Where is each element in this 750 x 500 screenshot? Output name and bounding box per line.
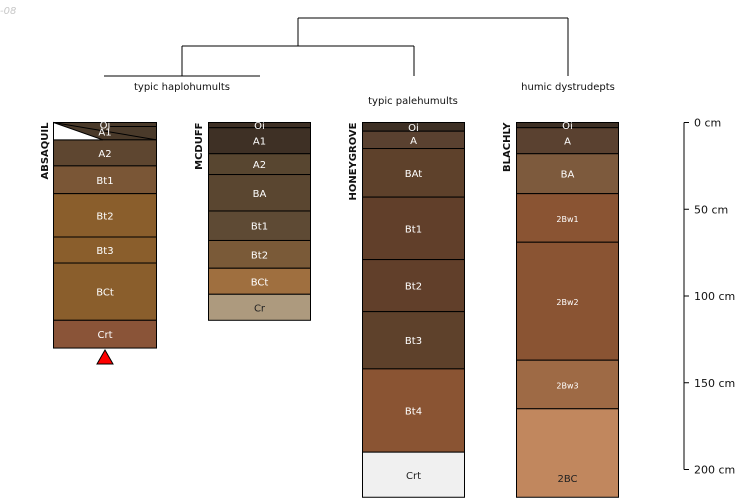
horizon-bt1 xyxy=(53,165,157,195)
horizon-label: Bt2 xyxy=(251,250,268,261)
profile-name: HONEYGROVE xyxy=(348,122,359,200)
horizon-bt2 xyxy=(53,193,157,238)
horizon-ba xyxy=(516,153,619,195)
horizon-label: Bt4 xyxy=(405,407,422,418)
horizon-label: 2Bw1 xyxy=(556,215,578,224)
horizon-label: Oi xyxy=(408,123,419,134)
horizon-2bw2 xyxy=(516,241,619,361)
profile-mcduff: MCDUFF Oi A1 A2 BA Bt1 Bt2 BCt Cr xyxy=(194,121,311,321)
profile-name: BLACHLY xyxy=(502,122,513,172)
taxonomy-group-label: humic dystrudepts xyxy=(521,82,615,93)
horizon-a2 xyxy=(53,139,157,167)
horizon-label: BCt xyxy=(251,277,269,288)
horizon-label: Bt1 xyxy=(405,224,422,235)
axis-tick-label: 200 cm xyxy=(694,464,735,477)
horizon-label: BA xyxy=(561,170,575,181)
profile-honeygrove: HONEYGROVE Oi A BAt Bt1 Bt2 Bt3 Bt4 Crt xyxy=(348,122,465,498)
horizon-2bw3 xyxy=(516,359,619,410)
bottom-marker-triangle xyxy=(96,349,114,365)
figure-id-label: -08 xyxy=(0,6,17,17)
horizon-bt3 xyxy=(362,311,465,370)
horizon-bct xyxy=(208,267,311,295)
horizon-crt xyxy=(362,451,465,498)
horizon-wedge xyxy=(53,121,104,141)
horizon-bat xyxy=(362,148,465,198)
axis-tick-label: 100 cm xyxy=(694,290,735,303)
horizon-bt1 xyxy=(208,210,311,241)
horizon-crt xyxy=(53,319,157,349)
horizon-cr xyxy=(208,293,311,321)
horizon-label: Bt1 xyxy=(96,176,113,187)
taxonomy-group-label: typic palehumults xyxy=(368,96,458,107)
horizon-ba xyxy=(208,174,311,212)
horizon-label: Cr xyxy=(254,303,266,314)
horizon-label: A xyxy=(410,136,417,147)
horizon-label: A2 xyxy=(253,160,266,171)
dendrogram: typic haplohumults typic palehumults humic… xyxy=(104,17,615,107)
horizon-bt1 xyxy=(362,196,465,261)
horizon-label: BCt xyxy=(96,288,114,299)
horizon-label: Oi xyxy=(254,121,265,132)
axis-tick-label: 0 cm xyxy=(694,117,721,130)
horizon-2bc xyxy=(516,408,619,498)
horizon-bt4 xyxy=(362,368,465,453)
horizon-2bw1 xyxy=(516,193,619,243)
horizon-label: A xyxy=(564,137,571,148)
horizon-label: Oi xyxy=(100,121,111,132)
horizon-bct xyxy=(53,262,157,321)
profile-blachly: BLACHLY Oi A BA 2Bw1 2Bw2 2Bw3 2BC xyxy=(502,121,619,498)
taxonomy-group-label: typic haplohumults xyxy=(134,82,230,93)
horizon-label: Bt2 xyxy=(405,282,422,293)
horizon-label: Crt xyxy=(97,330,112,341)
depth-axis: 0 cm 50 cm 100 cm 150 cm 200 cm xyxy=(683,117,735,477)
horizon-label: Oi xyxy=(562,121,573,132)
horizon-label: Bt3 xyxy=(96,246,113,257)
horizon-label: 2BC xyxy=(557,474,577,485)
horizon-label: BA xyxy=(253,189,267,200)
horizon-label: 2Bw2 xyxy=(556,298,578,307)
horizon-boundary-diagonal xyxy=(53,122,157,141)
horizon-label: A1 xyxy=(98,128,111,139)
horizon-bt3 xyxy=(53,236,157,264)
horizon-label: Bt3 xyxy=(405,336,422,347)
horizon-label: A1 xyxy=(253,137,266,148)
horizon-label: A2 xyxy=(98,149,111,160)
horizon-label: Bt2 xyxy=(96,211,113,222)
horizon-bt2 xyxy=(362,259,465,313)
axis-tick-label: 150 cm xyxy=(694,377,735,390)
horizon-bt2 xyxy=(208,239,311,269)
horizon-label: BAt xyxy=(405,169,423,180)
profile-name: MCDUFF xyxy=(194,123,205,170)
horizon-label: 2Bw3 xyxy=(556,381,578,390)
profile-name: ABSAQUIL xyxy=(40,122,51,180)
horizon-label: Bt1 xyxy=(251,222,268,233)
axis-tick-label: 50 cm xyxy=(694,203,728,216)
horizon-label: Crt xyxy=(406,471,421,482)
